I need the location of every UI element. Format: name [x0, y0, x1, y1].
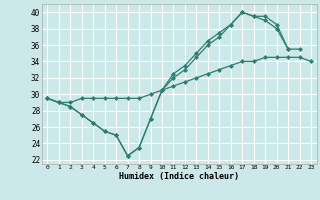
X-axis label: Humidex (Indice chaleur): Humidex (Indice chaleur) [119, 172, 239, 181]
